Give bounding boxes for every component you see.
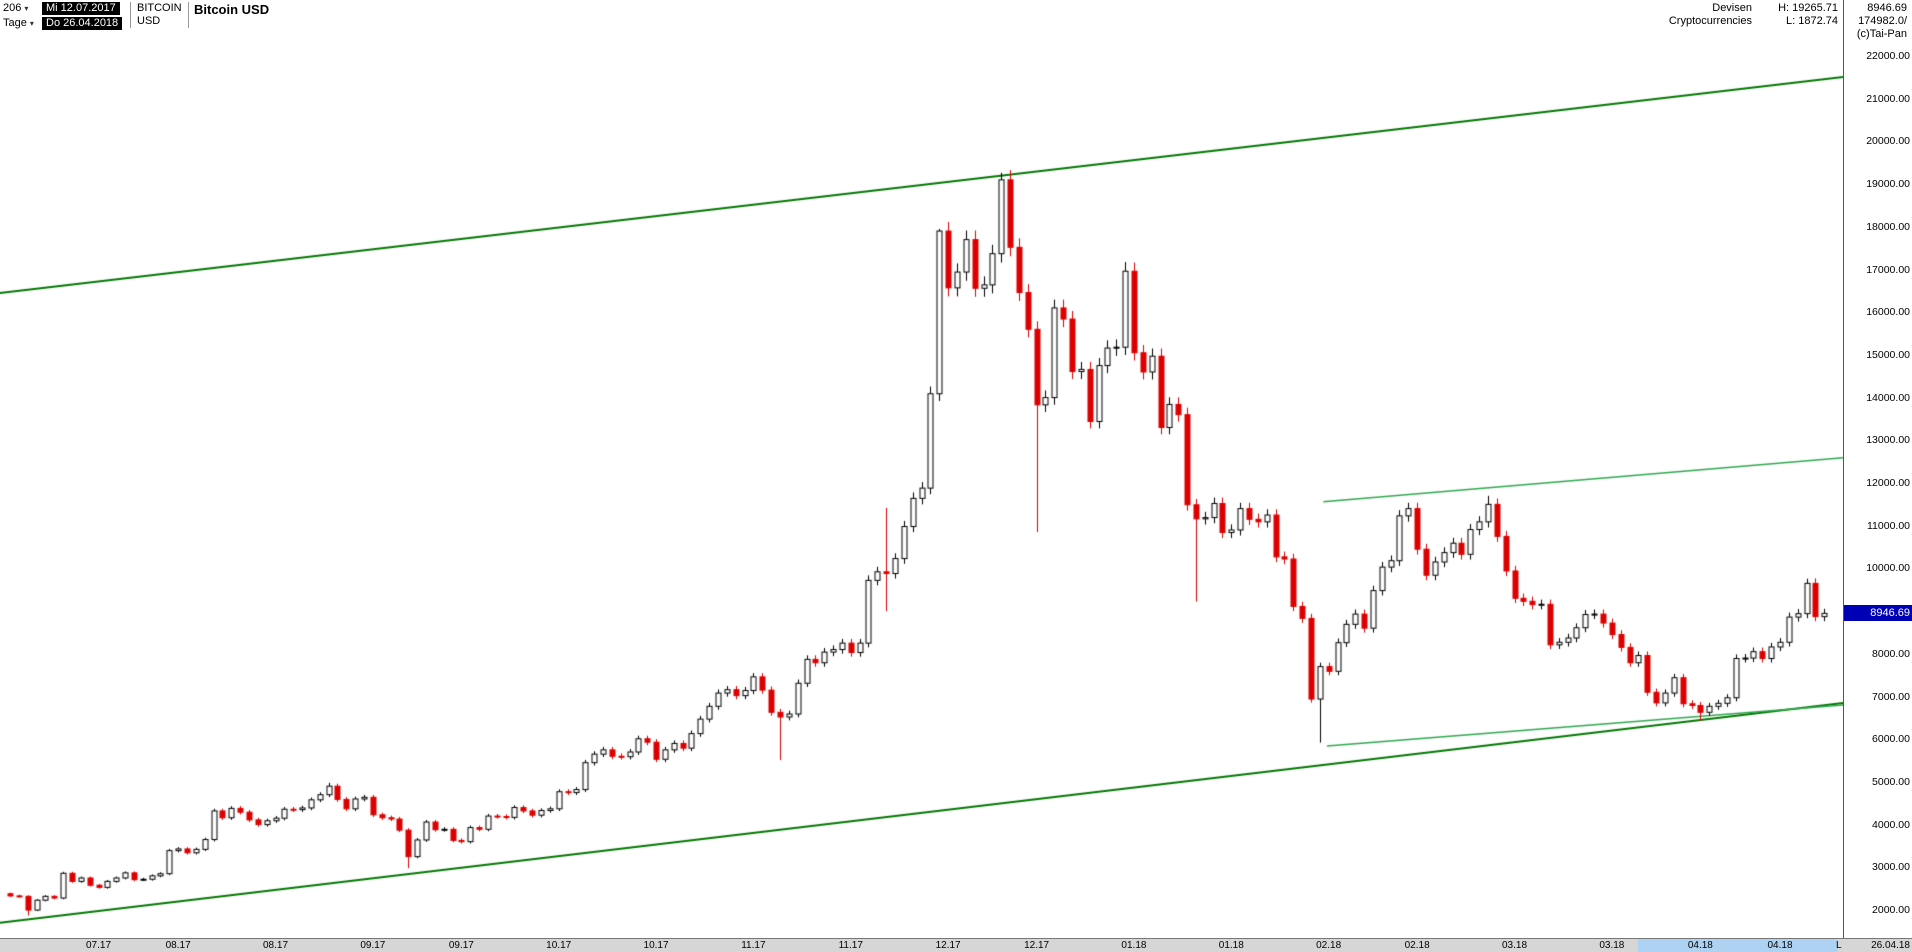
time-tick-label: 07.17 xyxy=(85,940,112,951)
price-tick-label: 10000.00 xyxy=(1866,562,1910,575)
price-tick-label: 20000.00 xyxy=(1866,135,1910,148)
category-block: Devisen Cryptocurrencies xyxy=(1669,2,1752,28)
time-tick-label: 09.17 xyxy=(448,940,474,951)
symbol-cell: BITCOIN USD xyxy=(130,2,189,28)
end-date-label: Do 26.04.2018 xyxy=(46,17,119,29)
time-tick-label: 01.18 xyxy=(1121,940,1147,951)
time-axis-strip[interactable]: 07.17 08.17 08.17 09.17 09.17 10.17 10.17 11.17… xyxy=(0,938,1912,952)
price-tick-label: 16000.00 xyxy=(1866,306,1910,319)
time-tick-label: 10.17 xyxy=(546,940,572,951)
time-tick-label: 02.18 xyxy=(1316,940,1342,951)
time-tick-label: 01.18 xyxy=(1218,940,1244,951)
price-tick-label: 22000.00 xyxy=(1866,50,1910,62)
price-tick-label: 8000.00 xyxy=(1872,647,1910,660)
time-axis-highlight[interactable] xyxy=(1638,939,1838,952)
last-bar-marker: L xyxy=(1836,940,1842,951)
start-date-label: Mi 12.07.2017 xyxy=(46,2,116,14)
chevron-down-icon: ▾ xyxy=(29,19,34,28)
current-price-box: 8946.69 xyxy=(1844,605,1912,622)
last-price-value: 8946.69 xyxy=(1867,2,1907,14)
bars-count-dropdown[interactable]: 206 ▾ xyxy=(3,2,28,15)
time-tick-label: 11.17 xyxy=(741,940,766,951)
price-tick-label: 12000.00 xyxy=(1866,477,1910,489)
time-tick-label: 03.18 xyxy=(1599,940,1625,951)
time-tick-label: 02.18 xyxy=(1404,940,1430,951)
end-date-field[interactable]: Do 26.04.2018 xyxy=(42,17,123,30)
period-value: Tage xyxy=(3,17,27,29)
last-price-block: 8946.69 174982.0/ (c)Tai-Pan xyxy=(1857,2,1907,41)
price-tick-label: 14000.00 xyxy=(1866,391,1910,404)
symbol-name: BITCOIN xyxy=(137,2,182,14)
price-tick-label: 18000.00 xyxy=(1866,220,1910,233)
time-tick-label: 12.17 xyxy=(935,940,961,951)
category-line2: Cryptocurrencies xyxy=(1668,15,1752,27)
price-tick-label: 4000.00 xyxy=(1872,818,1910,831)
range-low-label: L: 1872.74 xyxy=(1786,15,1838,27)
price-tick-label: 21000.00 xyxy=(1866,92,1910,105)
time-tick-label: 12.17 xyxy=(1024,940,1050,951)
price-tick-label: 6000.00 xyxy=(1872,733,1910,746)
time-tick-label: 04.18 xyxy=(1767,940,1793,951)
symbol-currency: USD xyxy=(137,15,161,27)
price-tick-label: 5000.00 xyxy=(1872,775,1910,788)
time-tick-label: 03.18 xyxy=(1501,940,1528,951)
price-tick-label: 17000.00 xyxy=(1866,263,1910,276)
candlestick-chart-canvas[interactable] xyxy=(0,0,1843,938)
price-tick-label: 2000.00 xyxy=(1872,904,1910,916)
price-tick-label: 15000.00 xyxy=(1866,348,1910,361)
price-tick-label: 11000.00 xyxy=(1866,519,1910,532)
last-date-label: 26.04.18 xyxy=(1871,940,1910,951)
copyright-label: (c)Tai-Pan xyxy=(1856,28,1907,40)
category-line1: Devisen xyxy=(1712,2,1752,14)
page-title: Bitcoin USD xyxy=(194,2,270,17)
time-tick-label: 10.17 xyxy=(643,940,669,951)
price-tick-label: 7000.00 xyxy=(1872,690,1910,703)
start-date-field[interactable]: Mi 12.07.2017 xyxy=(42,2,120,15)
price-axis: 8946.69 22000.00 21000.00 20000.00 19000.00… xyxy=(1843,0,1912,938)
time-tick-label: 04.18 xyxy=(1687,940,1713,951)
time-tick-label: 08.17 xyxy=(262,940,289,951)
range-high-label: H: 19265.71 xyxy=(1778,2,1838,14)
time-tick-label: 09.17 xyxy=(360,940,386,951)
volume-value: 174982.0/ xyxy=(1858,15,1907,27)
high-low-block: H: 19265.71 L: 1872.74 xyxy=(1778,2,1838,28)
price-tick-label: 19000.00 xyxy=(1866,178,1910,191)
price-tick-label: 13000.00 xyxy=(1866,434,1910,447)
chevron-down-icon: ▾ xyxy=(24,4,29,13)
period-dropdown[interactable]: Tage ▾ xyxy=(3,17,34,30)
bars-count-value: 206 xyxy=(3,2,22,14)
price-tick-label: 3000.00 xyxy=(1872,861,1910,874)
time-tick-label: 08.17 xyxy=(165,940,191,951)
time-tick-label: 11.17 xyxy=(838,940,863,951)
